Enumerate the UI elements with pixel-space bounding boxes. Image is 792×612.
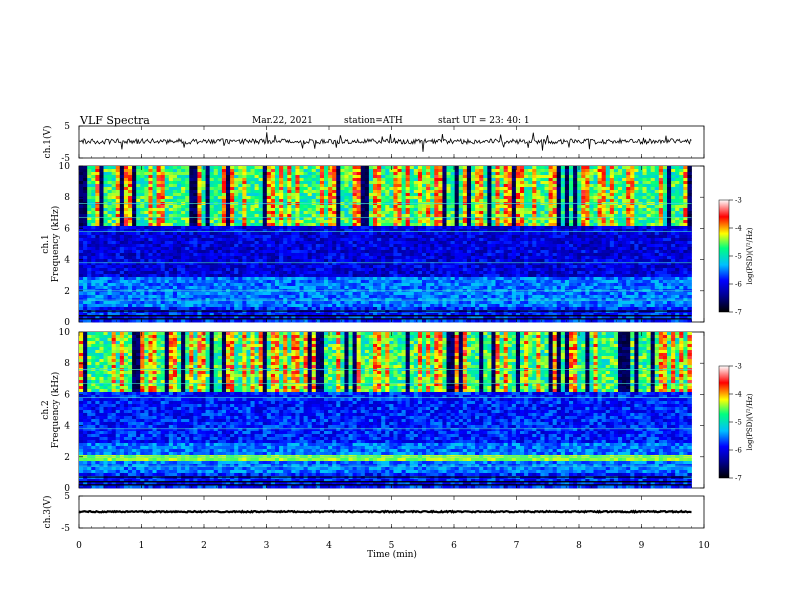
colorbar-tick-label: -5 [735, 419, 742, 427]
x-tick-label: 7 [514, 541, 520, 551]
ch2-colorbar [718, 365, 730, 479]
colorbar-tick-label: -7 [735, 309, 742, 317]
y-tick-label: 8 [64, 359, 70, 369]
y-tick-label: 2 [64, 453, 70, 463]
x-tick-label: 9 [639, 541, 645, 551]
y-tick-label: 6 [64, 390, 70, 400]
colorbar-tick-label: -4 [735, 391, 742, 399]
ch3-waveform-ylabel: ch.3(V) [42, 496, 53, 529]
y-tick-label: 0 [64, 318, 70, 328]
x-tick-label: 8 [576, 541, 582, 551]
y-tick-label: 6 [64, 224, 70, 234]
x-tick-label: 1 [139, 541, 145, 551]
y-tick-label: 4 [64, 256, 70, 266]
ch1-waveform-ylabel: ch.1(V) [42, 126, 53, 159]
ch1-spectrogram-ylabel-1: ch.1 [41, 234, 51, 253]
ch2-spectrogram-ylabel-2: Frequency (kHz) [50, 372, 61, 449]
colorbar-tick-label: -3 [735, 197, 742, 205]
ch1-waveform-line [78, 132, 692, 152]
x-tick-label: 3 [264, 541, 270, 551]
x-tick-label: 4 [326, 541, 332, 551]
y-tick-label: 0 [64, 484, 70, 494]
x-tick-label: 2 [201, 541, 207, 551]
colorbar-ticks: -3 -4 -5 -6 -7 -3 -4 -5 -6 -7 [729, 197, 742, 483]
figure-title: VLF Spectra [79, 114, 150, 127]
ch2-spectrogram-image [79, 332, 692, 489]
x-tick-label: 6 [451, 541, 457, 551]
y-tick-label: 8 [64, 193, 70, 203]
colorbar-tick-label: -6 [735, 447, 742, 455]
colorbar-tick-label: -4 [735, 225, 742, 233]
x-tick-label: 10 [698, 541, 710, 551]
ch1-colorbar-label: log(PSD)(V²/Hz) [746, 227, 754, 284]
y-tick-label: 10 [59, 328, 71, 338]
ch1-spectrogram-image [79, 166, 692, 323]
colorbar-tick-label: -6 [735, 281, 742, 289]
y-tick-label: -5 [61, 524, 70, 534]
ch1-colorbar [718, 199, 730, 313]
ch2-spectrogram-ylabel-1: ch.2 [41, 400, 51, 419]
colorbar-tick-label: -3 [735, 363, 742, 371]
y-tick-label: 4 [64, 422, 70, 432]
start-time-label: start UT = 23: 40: 1 [438, 116, 530, 126]
date-label: Mar.22, 2021 [252, 116, 313, 126]
ch1-spectrogram-ylabel-2: Frequency (kHz) [50, 206, 61, 283]
colorbar-tick-label: -7 [735, 475, 742, 483]
y-tick-label: 10 [59, 162, 71, 172]
y-tick-label: 5 [64, 492, 70, 502]
colorbar-tick-label: -5 [735, 253, 742, 261]
y-tick-label: -5 [61, 154, 70, 164]
ch2-colorbar-label: log(PSD)(V²/Hz) [746, 393, 754, 450]
x-axis-label: Time (min) [367, 549, 417, 560]
ch3-waveform-line [78, 509, 692, 514]
x-tick-label: 0 [76, 541, 82, 551]
y-tick-label: 2 [64, 287, 70, 297]
station-label: station=ATH [344, 116, 403, 126]
x-tick-label: 5 [389, 541, 395, 551]
y-tick-label: 5 [64, 122, 70, 132]
